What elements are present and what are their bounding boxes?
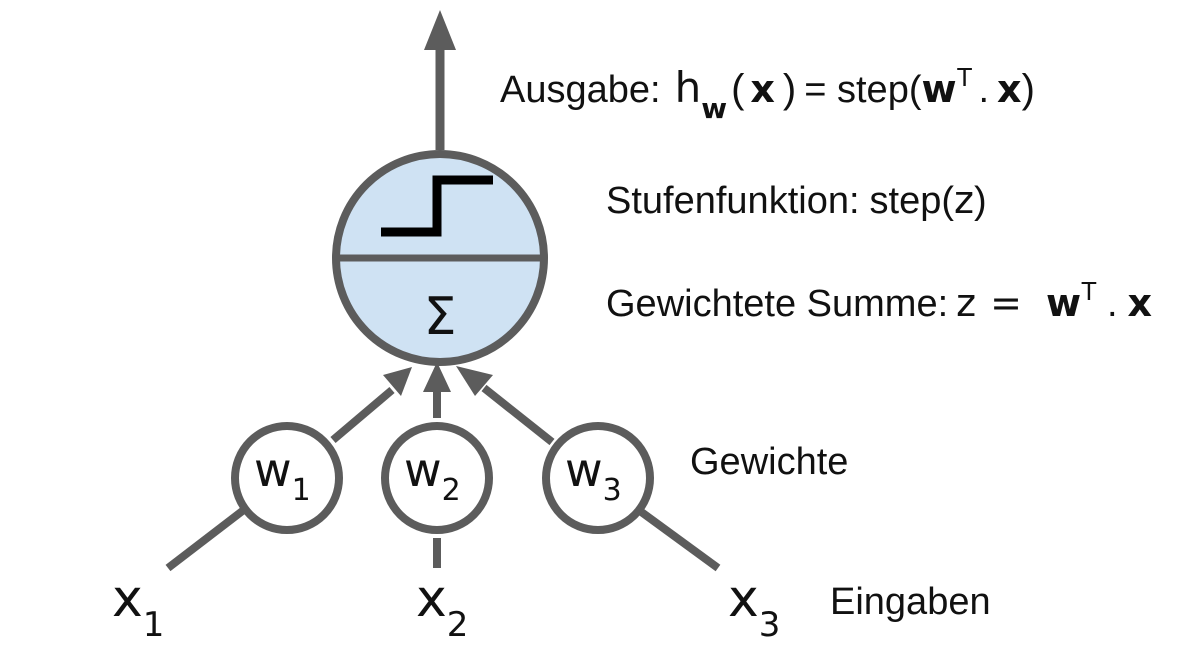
input-line-3	[637, 507, 721, 572]
weight-node-3: w3	[542, 422, 654, 534]
step-function-label: Stufenfunktion: step(z)	[606, 178, 987, 222]
weight-circle-3	[542, 422, 654, 534]
summation-symbol: Σ	[424, 287, 457, 347]
input-label-2: x2	[416, 569, 468, 645]
input-line-1	[165, 505, 248, 572]
input-label-3: x3	[728, 569, 780, 645]
weight-label-3: w3	[565, 443, 622, 508]
neuron-node: Σ	[332, 150, 548, 366]
output-arrow-head	[424, 10, 456, 50]
weight-label-2: w2	[404, 443, 461, 508]
inputs-label: Eingaben	[830, 581, 991, 623]
arrow-w2-head	[423, 362, 451, 392]
weight-label-1: w1	[254, 443, 311, 508]
output-formula: Ausgabe: hw(x) = step(wT. x)	[500, 62, 1035, 125]
weight-node-2: w2	[381, 422, 493, 534]
input-label-1: x1	[112, 569, 164, 645]
weights-label: Gewichte	[690, 441, 848, 483]
step-function-icon	[381, 175, 493, 237]
arrow-w3-line	[481, 384, 555, 446]
weight-circle-2	[381, 422, 493, 534]
arrow-w1-line	[330, 386, 395, 444]
arrow-w1-head	[383, 367, 412, 396]
arrow-w3-head	[456, 366, 493, 396]
weight-circle-1	[231, 422, 343, 534]
weighted-sum-label: Gewichtete Summe: z = wT. x	[606, 276, 1152, 325]
weight-node-1: w1	[231, 422, 343, 534]
